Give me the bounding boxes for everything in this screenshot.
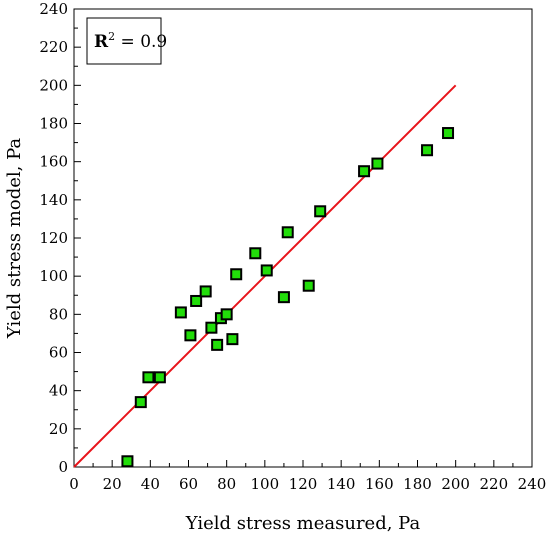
data-point	[184, 329, 197, 342]
x-tick-label: 100	[251, 475, 280, 493]
x-tick-label: 160	[365, 475, 394, 493]
x-tick-label: 0	[69, 475, 79, 493]
x-tick-label: 240	[518, 475, 547, 493]
y-tick-label: 140	[39, 191, 68, 209]
x-tick-label: 60	[179, 475, 198, 493]
data-point	[230, 268, 243, 281]
x-tick-label: 120	[289, 475, 318, 493]
y-tick-label: 40	[49, 382, 68, 400]
x-tick-label: 40	[141, 475, 160, 493]
data-point	[277, 291, 290, 304]
x-tick-label: 80	[217, 475, 236, 493]
data-point	[260, 264, 273, 277]
r-squared-value: = 0.9	[115, 32, 167, 52]
y-tick-label: 220	[39, 38, 68, 56]
r-squared-label: R2 = 0.9	[94, 30, 167, 52]
x-axis-title: Yield stress measured, Pa	[185, 513, 421, 534]
x-tick-label: 20	[103, 475, 122, 493]
x-tick-label: 140	[327, 475, 356, 493]
x-axis-ticks: 0 20 40 60 80 100 120 140 160 180 200 220 240	[69, 460, 546, 493]
y-axis-ticks: 0 20 40 60 80 100 120 140 160 180 200 220 240	[39, 0, 81, 476]
r-squared-superscript: 2	[108, 30, 115, 43]
y-tick-label: 180	[39, 115, 68, 133]
y-tick-label: 0	[58, 458, 68, 476]
y-tick-label: 240	[39, 0, 68, 18]
y-tick-label: 200	[39, 76, 68, 94]
data-point	[302, 279, 315, 292]
data-points	[121, 127, 455, 468]
y-tick-label: 160	[39, 153, 68, 171]
data-point	[121, 455, 134, 468]
y-tick-label: 80	[49, 305, 68, 323]
data-point	[134, 396, 147, 409]
x-tick-label: 220	[480, 475, 509, 493]
data-point	[211, 338, 224, 351]
data-point	[358, 165, 371, 178]
y-tick-label: 20	[49, 420, 68, 438]
y-axis-title: Yield stress model, Pa	[4, 138, 25, 339]
r-squared-r: R	[94, 32, 109, 52]
y-tick-label: 120	[39, 229, 68, 247]
data-point	[199, 285, 212, 298]
data-point	[190, 294, 203, 307]
r-squared-box	[86, 17, 162, 65]
y-tick-label: 60	[49, 344, 68, 362]
data-point	[314, 205, 327, 218]
data-point	[153, 371, 166, 384]
y-tick-label: 100	[39, 267, 68, 285]
x-tick-label: 200	[441, 475, 470, 493]
data-point	[174, 306, 187, 319]
data-point	[220, 308, 233, 321]
data-point	[226, 333, 239, 346]
data-point	[421, 144, 434, 157]
data-point	[442, 127, 455, 140]
data-point	[205, 321, 218, 334]
data-point	[371, 157, 384, 170]
data-point	[281, 226, 294, 239]
x-tick-label: 180	[403, 475, 432, 493]
data-point	[249, 247, 262, 260]
data-point	[142, 371, 155, 384]
